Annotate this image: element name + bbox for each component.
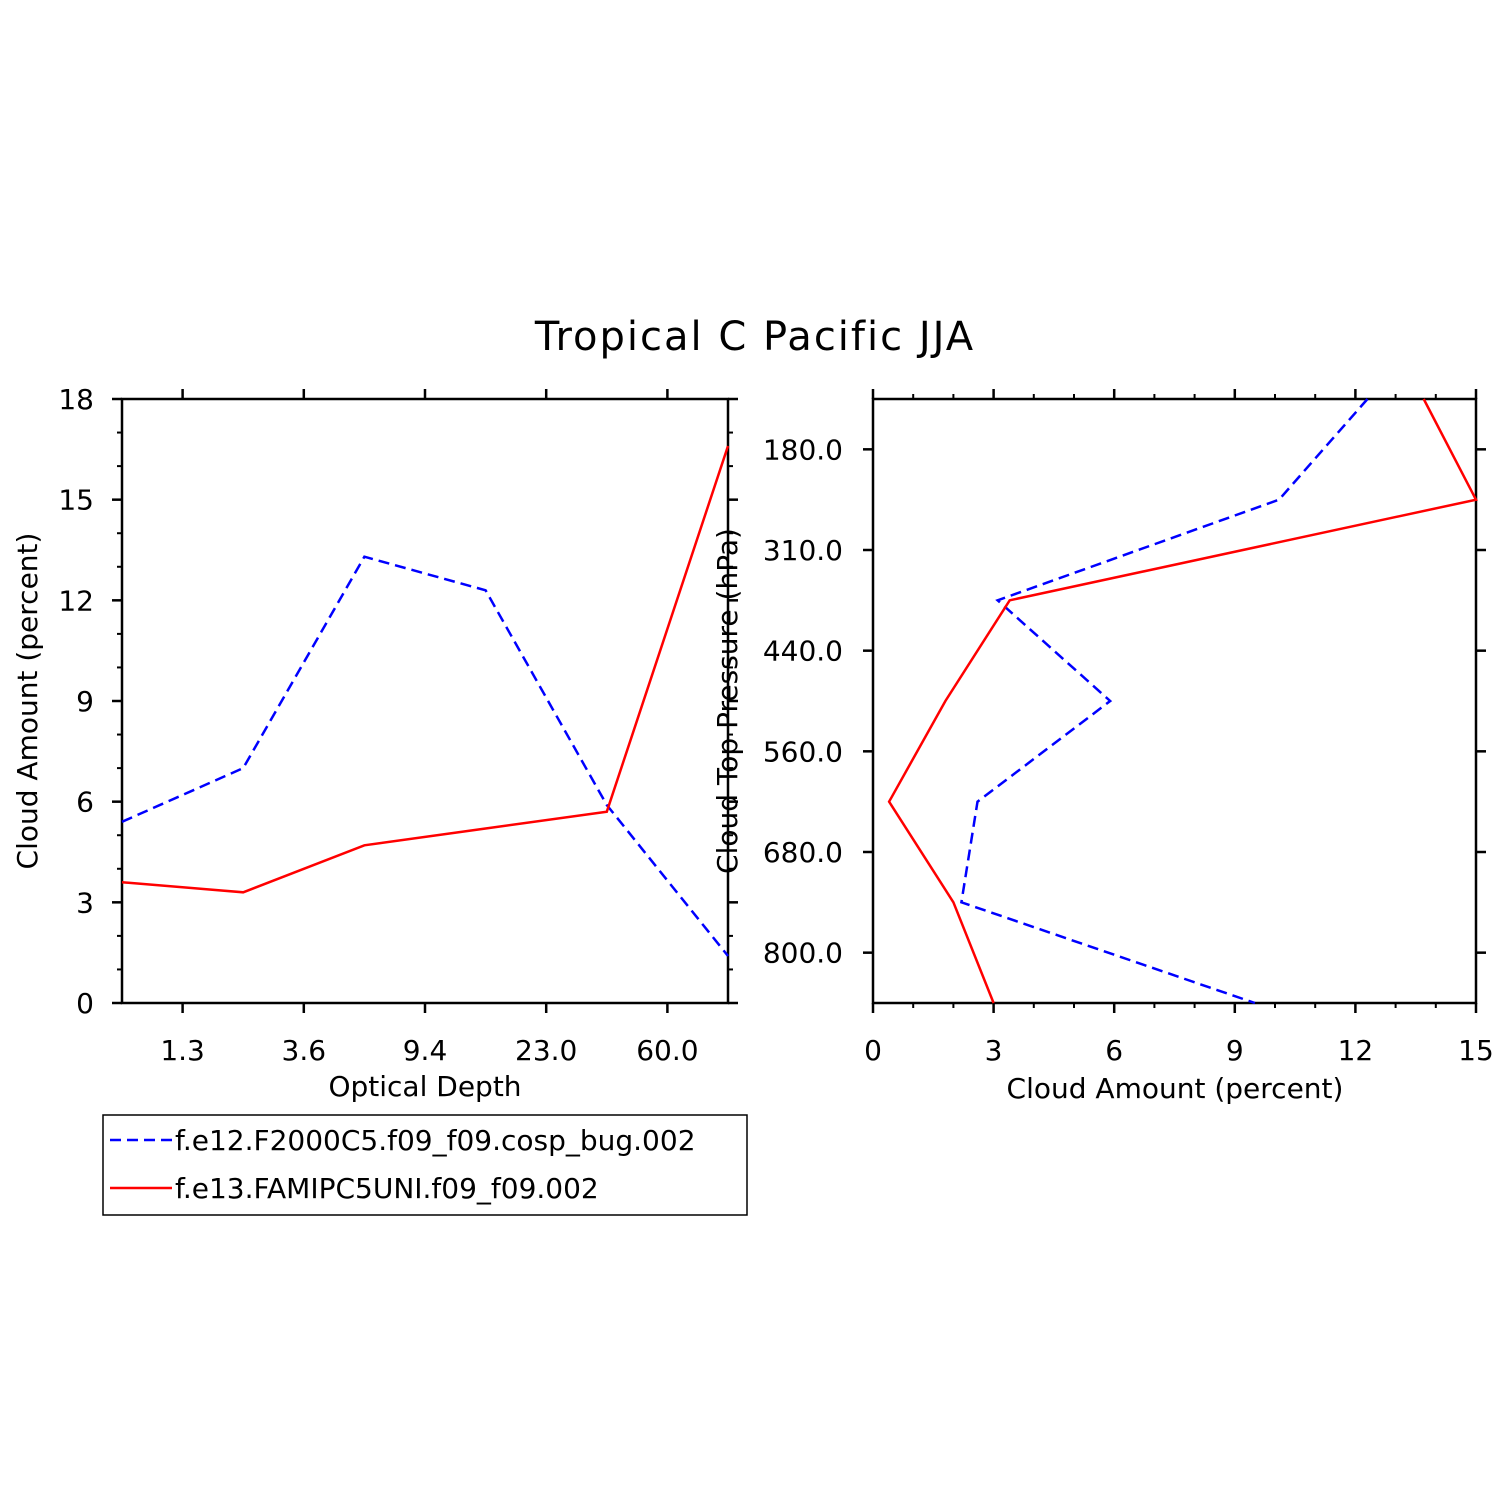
left-y-tick-label: 12 [58, 584, 94, 617]
right-y-tick-label: 800.0 [763, 937, 843, 970]
left-series-1-line [121, 555, 729, 957]
right-x-tick-label: 15 [1458, 1034, 1494, 1067]
legend: f.e12.F2000C5.f09_f09.cosp_bug.002 f.e13… [102, 1114, 748, 1216]
right-series-2-line [887, 398, 1478, 1004]
left-y-tick-label: 3 [76, 886, 94, 919]
right-x-tick-label: 0 [864, 1034, 882, 1067]
left-x-tick-label: 9.4 [403, 1034, 448, 1067]
left-y-tick-label: 9 [76, 685, 94, 718]
right-x-axis-label: Cloud Amount (percent) [1007, 1072, 1344, 1105]
right-y-tick-label: 560.0 [763, 735, 843, 768]
left-x-axis-label: Optical Depth [328, 1070, 521, 1103]
right-x-tick-label: 6 [1105, 1034, 1123, 1067]
cloud-top-pressure-panel: 0 3 6 9 12 15 180.0 310.0 440.0 560.0 680.0 800.0 C… [711, 389, 1494, 1105]
left-y-tick-label: 6 [76, 786, 94, 819]
optical-depth-panel: 0 3 6 9 12 15 18 1.3 3.6 9.4 23.0 60.0 Optical Dept… [11, 383, 738, 1103]
left-series-2-line [121, 445, 730, 894]
right-y-tick-label: 310.0 [763, 534, 843, 567]
right-y-tick-label: 680.0 [763, 836, 843, 869]
right-y-tick-label: 180.0 [763, 433, 843, 466]
left-y-tick-label: 0 [76, 987, 94, 1020]
right-axis-ticks: 0 3 6 9 12 15 180.0 310.0 440.0 560.0 680.0 800.0 [763, 389, 1494, 1067]
left-x-tick-label: 23.0 [515, 1034, 577, 1067]
left-axis-ticks: 0 3 6 9 12 15 18 1.3 3.6 9.4 23.0 60.0 [58, 383, 738, 1067]
legend-box [102, 1114, 748, 1216]
left-plot-frame [120, 397, 730, 1005]
left-x-tick-label: 60.0 [636, 1034, 698, 1067]
right-x-tick-label: 3 [985, 1034, 1003, 1067]
left-x-tick-label: 1.3 [160, 1034, 205, 1067]
legend-label-series-2: f.e13.FAMIPC5UNI.f09_f09.002 [175, 1172, 599, 1205]
left-y-tick-label: 18 [58, 383, 94, 416]
left-x-tick-label: 3.6 [282, 1034, 327, 1067]
chart-title: Tropical C Pacific JJA [534, 314, 975, 360]
right-y-tick-label: 440.0 [763, 635, 843, 668]
left-y-axis-label: Cloud Amount (percent) [11, 533, 44, 870]
left-y-tick-label: 15 [58, 484, 94, 517]
right-series-lines [887, 398, 1478, 1005]
right-x-tick-label: 9 [1226, 1034, 1244, 1067]
right-x-tick-label: 12 [1338, 1034, 1374, 1067]
left-series-lines [121, 445, 730, 957]
right-series-1-line [959, 398, 1369, 1005]
legend-label-series-1: f.e12.F2000C5.f09_f09.cosp_bug.002 [175, 1124, 696, 1157]
right-plot-frame [871, 397, 1478, 1005]
right-y-axis-label: Cloud Top Pressure (hPa) [711, 528, 744, 874]
